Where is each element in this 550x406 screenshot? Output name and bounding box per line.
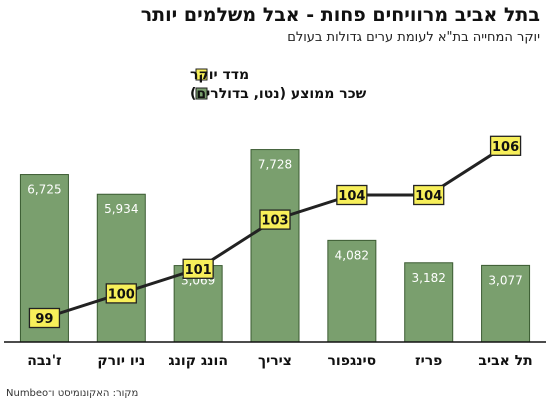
legend-swatch-cost-index xyxy=(195,68,208,81)
cost-index-marker xyxy=(259,209,291,230)
legend-label-cost-index: מדד יוקר xyxy=(190,67,249,83)
cost-index-value-label: 101 xyxy=(185,263,212,278)
cost-index-marker xyxy=(28,307,61,329)
x-tick-label: ניו יורק xyxy=(97,353,145,369)
bar-value-label: 3,077 xyxy=(488,273,522,287)
bar-salary xyxy=(481,264,531,343)
cost-index-marker xyxy=(105,283,137,304)
bar-salary xyxy=(250,149,300,343)
bar-value-label: 4,082 xyxy=(335,248,369,262)
x-tick-label: סינגפור xyxy=(328,353,377,369)
chart-subtitle: יוקר המחייה בת"א לעומת ערים גדולות בעולם xyxy=(287,30,540,45)
bar-salary xyxy=(327,239,377,343)
legend: מדד יוקר שכר ממוצע (נטו, בדולרים) xyxy=(190,67,367,102)
cost-index-marker xyxy=(413,184,445,206)
x-tick-label: ציריך xyxy=(258,353,292,369)
chart-title: בתל אביב מרוויחים פחות - אבל משלמים יותר xyxy=(140,4,540,26)
cost-index-marker xyxy=(336,184,368,206)
bar-value-label: 3,182 xyxy=(412,271,446,285)
cost-index-value-label: 99 xyxy=(35,312,53,327)
cost-index-marker xyxy=(182,258,214,279)
bar-salary xyxy=(96,193,146,343)
cost-index-value-label: 100 xyxy=(108,287,135,302)
bar-salary xyxy=(404,262,454,343)
source-note: מקור: האקונומיסט ו־Numbeo xyxy=(6,388,139,399)
cost-index-marker xyxy=(489,135,522,156)
cost-index-value-label: 104 xyxy=(415,189,442,204)
x-tick-label: פריז xyxy=(415,353,442,369)
legend-swatch-salary xyxy=(195,87,208,100)
cost-index-value-label: 106 xyxy=(492,140,519,155)
legend-label-salary: שכר ממוצע (נטו, בדולרים) xyxy=(190,86,367,102)
bar-value-label: 6,725 xyxy=(27,183,61,197)
x-tick-label: ז'נבה xyxy=(27,353,61,369)
bar-value-label: 5,934 xyxy=(104,202,138,216)
cost-index-value-label: 104 xyxy=(338,189,365,204)
cost-index-value-label: 103 xyxy=(261,214,288,229)
x-tick-label: תל אביב xyxy=(478,353,532,369)
bar-value-label: 7,728 xyxy=(258,158,292,172)
x-tick-label: הונג קונג xyxy=(168,353,228,369)
